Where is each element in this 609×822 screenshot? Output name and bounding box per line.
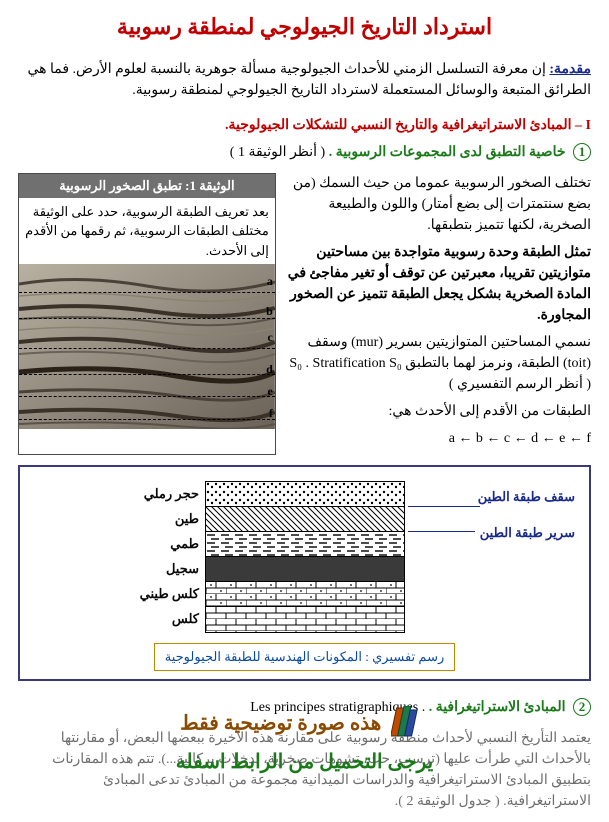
chart-legend: رسم تفسيري : المكونات الهندسية للطبقة ال…	[154, 643, 456, 671]
rock-dash-5	[19, 419, 275, 420]
para-3: الطبقات من الأقدم إلى الأحدث هي:	[286, 401, 591, 422]
strat-layer-2	[206, 532, 404, 557]
intro-label: مقدمة:	[549, 62, 591, 77]
rock-dash-0	[19, 292, 275, 293]
rock-letter-d: d	[266, 360, 273, 378]
rock-letter-c: c	[268, 328, 273, 346]
doc1-title: الوثيقة 1: تطبق الصخور الرسوبية	[19, 174, 275, 198]
rock-dash-4	[19, 396, 275, 397]
annotation-column: سقف طبقة الطين سرير طبقة الطين	[405, 481, 575, 631]
bottom-block: يعتمد التأريخ النسبي لأحداث منطقة رسوبية…	[18, 728, 591, 812]
rock-dash-2	[19, 348, 275, 349]
rock-figure: abcdef	[19, 264, 275, 429]
ann-top: سقف طبقة الطين	[478, 487, 575, 507]
sub1-note: ( أنظر الوثيقة 1 )	[230, 145, 325, 160]
watermark: هذه صورة توضيحية فقط يرجى التحميل من الر…	[18, 706, 591, 777]
subheading-1: 1 خاصية التطبق لدى المجموعات الرسوبية . …	[18, 142, 591, 163]
ann-bottom: سرير طبقة الطين	[480, 523, 575, 543]
wm-line-1: هذه صورة توضيحية فقط	[180, 712, 381, 734]
para-0: تختلف الصخور الرسوبية عموما من حيث السمك…	[286, 173, 591, 236]
circled-1: 1	[573, 143, 591, 161]
strat-label-2: طمي	[115, 531, 199, 556]
rock-dash-3	[19, 374, 275, 375]
ann-line-bottom	[408, 531, 475, 532]
sequence: a ← b ← c ← d ← e ← f	[449, 428, 591, 449]
sub1-text: خاصية التطبق لدى المجموعات الرسوبية .	[329, 145, 566, 160]
document-1-box: الوثيقة 1: تطبق الصخور الرسوبية بعد تعري…	[18, 173, 276, 455]
wm-line-2: يرجى التحميل من الرابط اسفله	[176, 751, 433, 773]
strat-label-5: كلس	[115, 606, 199, 631]
layer-labels-column: حجر رمليطينطميسجيلكلس طينيكلس	[115, 481, 205, 631]
strat-layer-0	[206, 482, 404, 507]
books-icon	[391, 706, 429, 747]
strat-layer-1	[206, 507, 404, 532]
text-column: تختلف الصخور الرسوبية عموما من حيث السمك…	[286, 173, 591, 455]
content-row: تختلف الصخور الرسوبية عموما من حيث السمك…	[18, 173, 591, 455]
intro-text: إن معرفة التسلسل الزمني للأحداث الجيولوج…	[27, 62, 591, 98]
heading-i: I – المبادئ الاستراتيغرافية والتاريخ الن…	[18, 115, 591, 136]
doc1-caption: بعد تعريف الطبقة الرسوبية، حدد على الوثي…	[19, 198, 275, 265]
layers-column	[205, 481, 405, 633]
strat-label-1: طين	[115, 506, 199, 531]
strat-label-0: حجر رملي	[115, 481, 199, 506]
rock-dash-1	[19, 318, 275, 319]
para-1: تمثل الطبقة وحدة رسوبية متواجدة بين مساح…	[286, 242, 591, 326]
para-2: نسمي المساحتين المتوازيتين بسرير (mur) و…	[286, 332, 591, 395]
strat-layer-4	[206, 582, 404, 607]
strat-layer-3	[206, 557, 404, 582]
ann-line-top	[408, 506, 480, 507]
rock-letter-a: a	[267, 272, 273, 290]
page-title: استرداد التاريخ الجيولوجي لمنطقة رسوبية	[18, 10, 591, 43]
stratigraphy-chart: سقف طبقة الطين سرير طبقة الطين حجر رمليط…	[18, 465, 591, 681]
strat-layer-5	[206, 607, 404, 632]
rock-letter-e: e	[268, 382, 273, 400]
strat-label-3: سجيل	[115, 556, 199, 581]
strat-label-4: كلس طيني	[115, 581, 199, 606]
rock-svg	[19, 264, 275, 429]
intro-block: مقدمة: إن معرفة التسلسل الزمني للأحداث ا…	[18, 59, 591, 101]
